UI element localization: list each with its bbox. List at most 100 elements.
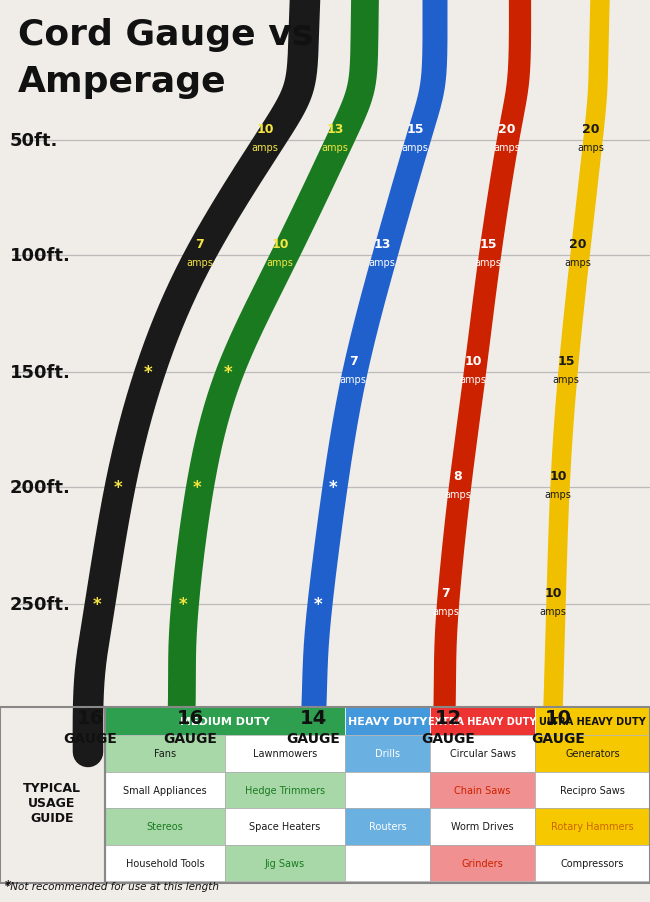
Text: amps: amps xyxy=(322,143,348,152)
Text: Chain Saws: Chain Saws xyxy=(454,785,511,795)
Text: amps: amps xyxy=(578,143,604,152)
Text: ULTRA HEAVY DUTY: ULTRA HEAVY DUTY xyxy=(539,716,646,726)
Text: EXTRA HEAVY DUTY: EXTRA HEAVY DUTY xyxy=(428,716,537,726)
Text: Space Heaters: Space Heaters xyxy=(250,822,320,832)
Bar xyxy=(345,808,430,844)
Text: 10: 10 xyxy=(544,586,562,599)
Bar xyxy=(0,707,105,883)
Text: 16: 16 xyxy=(77,708,103,727)
Text: 20: 20 xyxy=(569,238,587,251)
Text: Small Appliances: Small Appliances xyxy=(124,785,207,795)
Bar xyxy=(105,771,225,808)
Text: Belt Sanders: Belt Sanders xyxy=(356,785,419,795)
Text: 8: 8 xyxy=(454,469,462,483)
Text: GAUGE: GAUGE xyxy=(286,732,340,745)
Text: amps: amps xyxy=(545,490,571,500)
Bar xyxy=(345,735,430,771)
Text: Hedge Trimmers: Hedge Trimmers xyxy=(245,785,325,795)
Text: *: * xyxy=(192,478,202,496)
Text: *: * xyxy=(179,595,187,613)
Bar xyxy=(225,808,345,844)
Text: GAUGE: GAUGE xyxy=(163,732,217,745)
Bar xyxy=(105,735,225,771)
Text: amps: amps xyxy=(432,606,460,616)
Bar xyxy=(430,771,535,808)
Text: Circular Saws: Circular Saws xyxy=(450,749,515,759)
Bar xyxy=(105,808,225,844)
Text: *: * xyxy=(114,478,122,496)
Text: amps: amps xyxy=(552,374,579,384)
Text: amps: amps xyxy=(445,490,471,500)
Text: Rotary Hammers: Rotary Hammers xyxy=(551,822,634,832)
Bar xyxy=(225,844,345,881)
Bar xyxy=(225,735,345,771)
Text: *: * xyxy=(224,364,232,382)
Text: *Not recommended for use at this length: *Not recommended for use at this length xyxy=(5,881,219,891)
Text: Drills: Drills xyxy=(375,749,400,759)
Text: amps: amps xyxy=(474,258,501,268)
Bar xyxy=(105,844,225,881)
Text: 20: 20 xyxy=(582,123,600,136)
Text: *: * xyxy=(5,878,12,891)
Bar xyxy=(430,808,535,844)
Text: 13: 13 xyxy=(326,123,344,136)
Text: amps: amps xyxy=(252,143,278,152)
Bar xyxy=(345,707,430,735)
Bar xyxy=(430,844,535,881)
Text: 100ft.: 100ft. xyxy=(10,247,71,264)
Text: *: * xyxy=(93,595,101,613)
Text: Worm Drives: Worm Drives xyxy=(451,822,514,832)
Bar xyxy=(225,771,345,808)
Text: Stereos: Stereos xyxy=(147,822,183,832)
Text: HEAVY DUTY: HEAVY DUTY xyxy=(348,716,427,726)
Text: amps: amps xyxy=(402,143,428,152)
Text: Lawnmowers: Lawnmowers xyxy=(253,749,317,759)
Text: 12: 12 xyxy=(434,708,462,727)
Text: GAUGE: GAUGE xyxy=(63,732,117,745)
Bar xyxy=(535,771,650,808)
Text: Recipro Saws: Recipro Saws xyxy=(560,785,625,795)
Text: Table Saws: Table Saws xyxy=(361,858,414,868)
Text: *: * xyxy=(329,478,337,496)
Text: 10: 10 xyxy=(545,708,571,727)
Text: amps: amps xyxy=(187,258,213,268)
Text: 150ft.: 150ft. xyxy=(10,364,71,382)
Text: MEDIUM DUTY: MEDIUM DUTY xyxy=(180,716,270,726)
Text: 20: 20 xyxy=(499,123,515,136)
Bar xyxy=(105,707,345,735)
Text: *: * xyxy=(314,595,322,613)
Text: amps: amps xyxy=(540,606,566,616)
Text: GAUGE: GAUGE xyxy=(421,732,475,745)
Text: 50ft.: 50ft. xyxy=(10,132,58,150)
Text: amps: amps xyxy=(493,143,521,152)
Text: Jig Saws: Jig Saws xyxy=(265,858,305,868)
Bar xyxy=(345,771,430,808)
Text: amps: amps xyxy=(565,258,592,268)
Text: 13: 13 xyxy=(373,238,391,251)
Text: Household Tools: Household Tools xyxy=(125,858,204,868)
Text: 16: 16 xyxy=(176,708,203,727)
Bar xyxy=(535,808,650,844)
Text: 7: 7 xyxy=(196,238,204,251)
Text: amps: amps xyxy=(369,258,395,268)
Text: 200ft.: 200ft. xyxy=(10,478,71,496)
Text: Compressors: Compressors xyxy=(561,858,624,868)
Bar xyxy=(535,707,650,735)
Text: Routers: Routers xyxy=(369,822,406,832)
Text: Amperage: Amperage xyxy=(18,65,227,99)
Text: Fans: Fans xyxy=(154,749,176,759)
Bar xyxy=(345,844,430,881)
Text: amps: amps xyxy=(266,258,293,268)
Text: 14: 14 xyxy=(300,708,326,727)
Text: 7: 7 xyxy=(348,354,358,368)
Text: amps: amps xyxy=(339,374,367,384)
Text: 10: 10 xyxy=(549,469,567,483)
Text: Generators: Generators xyxy=(566,749,620,759)
Text: *: * xyxy=(144,364,152,382)
Text: 10: 10 xyxy=(271,238,289,251)
Text: 10: 10 xyxy=(464,354,482,368)
Bar xyxy=(430,707,535,735)
Bar xyxy=(535,735,650,771)
Text: Grinders: Grinders xyxy=(462,858,503,868)
Text: GAUGE: GAUGE xyxy=(531,732,585,745)
